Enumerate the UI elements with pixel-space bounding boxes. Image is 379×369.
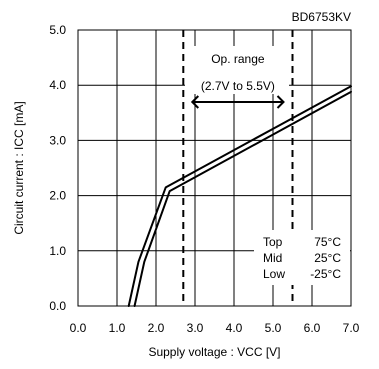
x-tick-label-3: 3.0 — [187, 321, 204, 335]
tick-layer: 0.0 1.0 2.0 3.0 4.0 5.0 6.0 7.0 0.0 1.0 2.0 3.0 4.0 5… — [49, 23, 359, 335]
range-values: (2.7V to 5.5V) — [201, 79, 275, 93]
series-layer — [127, 85, 352, 307]
temperature-legend-background — [254, 230, 350, 285]
temperature-label-1: Mid — [263, 251, 282, 265]
temperature-value-1: 25°C — [314, 251, 341, 265]
series-line-0 — [127, 85, 352, 307]
y-axis-label: Circuit current : ICC [mA] — [12, 101, 26, 234]
range-arrow-right-head — [276, 95, 285, 109]
plot-border — [77, 29, 352, 307]
x-tick-label-1: 1.0 — [109, 321, 126, 335]
x-tick-label-4: 4.0 — [226, 321, 243, 335]
x-axis-label: Supply voltage : VCC [V] — [148, 345, 280, 359]
y-tick-label-3: 3.0 — [49, 133, 66, 147]
temperature-label-0: Top — [263, 235, 283, 249]
range-title: Op. range — [211, 52, 265, 66]
y-tick-label-0: 0.0 — [49, 299, 66, 313]
annotation-layer: Op. range (2.7V to 5.5V) Top 75°C Mid 25°C Low… — [185, 46, 350, 285]
range-arrow-left-head — [190, 95, 200, 109]
y-tick-label-1: 1.0 — [49, 244, 66, 258]
range-annotation-background — [185, 46, 289, 94]
x-tick-label-6: 6.0 — [304, 321, 321, 335]
temperature-value-0: 75°C — [314, 235, 341, 249]
temperature-label-2: Low — [263, 267, 285, 281]
x-tick-label-5: 5.0 — [265, 321, 282, 335]
chart-title: BD6753KV — [292, 10, 351, 24]
x-tick-label-2: 2.0 — [148, 321, 165, 335]
y-tick-label-2: 2.0 — [49, 189, 66, 203]
series-line-1 — [133, 90, 352, 307]
y-tick-label-4: 4.0 — [49, 78, 66, 92]
temperature-value-2: -25°C — [310, 267, 341, 281]
x-tick-label-0: 0.0 — [70, 321, 87, 335]
y-tick-label-5: 5.0 — [49, 23, 66, 37]
x-tick-label-7: 7.0 — [343, 321, 360, 335]
